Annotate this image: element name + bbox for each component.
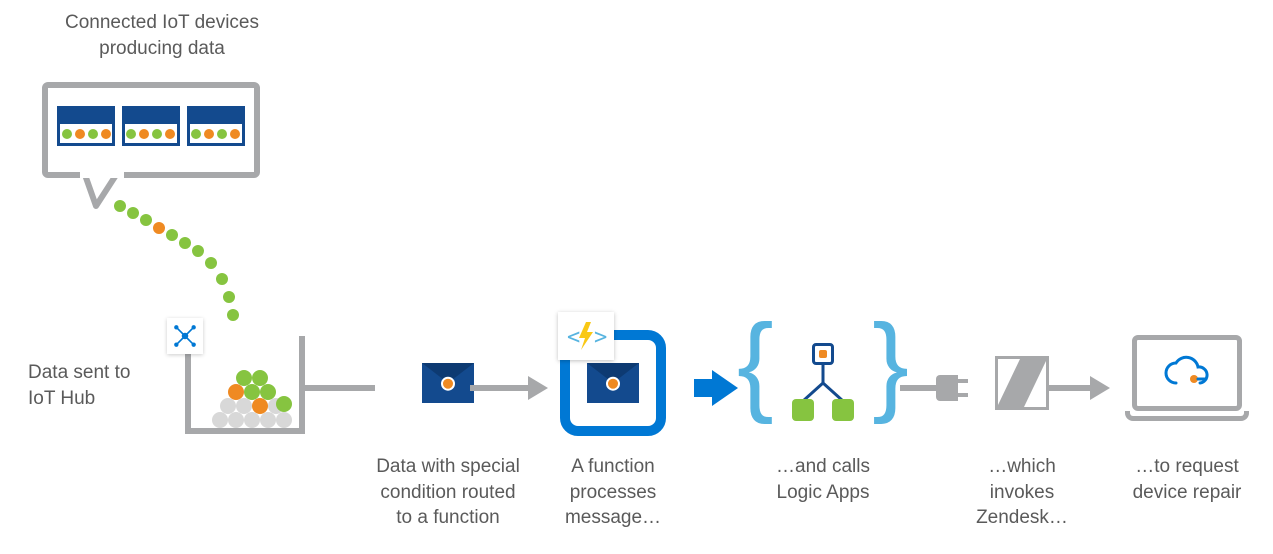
svg-text:>: > [594,325,607,350]
arrow-icon [1048,385,1092,391]
conveyor-icon [57,106,115,154]
data-dot [216,273,228,285]
plug-icon [900,375,958,401]
function-stage: < > A function processes message… [548,330,678,531]
zendesk-stage: …which invokes Zendesk… [962,330,1082,531]
data-dot [179,237,191,249]
function-caption: A function processes message… [565,454,661,531]
laptop-icon [1125,335,1249,431]
data-dot [276,412,292,428]
data-dot [205,257,217,269]
data-dot [166,229,178,241]
speech-tail-icon [78,172,138,212]
data-dot [276,396,292,412]
arrow-icon [305,385,375,391]
arrow-head-icon [1090,376,1110,400]
data-dot [114,200,126,212]
data-dot [236,398,252,414]
envelope-icon [422,363,474,403]
zendesk-icon [995,356,1049,410]
iot-devices-label: Connected IoT devices producing data [42,10,282,61]
envelope-icon [587,363,639,403]
zendesk-caption: …which invokes Zendesk… [976,454,1068,531]
data-dot [153,222,165,234]
arrow-head-icon [528,376,548,400]
data-dot [228,412,244,428]
arrow-blue-icon [712,370,738,406]
data-dot [252,370,268,386]
routed-stage: Data with special condition routed to a … [368,330,528,531]
data-dot [260,412,276,428]
cloud-icon [1162,353,1212,393]
azure-function-icon: < > [558,312,614,360]
brace-icon: { [737,320,774,408]
data-dot [260,384,276,400]
routed-caption: Data with special condition routed to a … [376,454,520,531]
logic-apps-icon [788,343,858,423]
conveyor-icon [187,106,245,154]
conveyor-icon [122,106,180,154]
data-dot [192,245,204,257]
data-dot [227,309,239,321]
data-dot [127,207,139,219]
svg-text:<: < [567,325,580,350]
repair-caption: …to request device repair [1133,454,1242,505]
data-dot [236,370,252,386]
azure-function-box: < > [560,330,666,436]
data-dot [244,384,260,400]
iot-device-cluster [42,82,260,178]
data-dot [212,412,228,428]
iot-hub-label: Data sent to IoT Hub [28,360,158,411]
data-dot [223,291,235,303]
logic-apps-caption: …and calls Logic Apps [776,454,870,505]
logic-apps-stage: { } …and calls Logic Apps [738,330,908,505]
data-dot [220,398,236,414]
laptop-stage: …to request device repair [1112,330,1262,505]
arrow-icon [470,385,530,391]
iot-hub-icon [167,318,203,354]
data-dot [244,412,260,428]
data-dot [252,398,268,414]
data-dot [228,384,244,400]
data-dot [140,214,152,226]
